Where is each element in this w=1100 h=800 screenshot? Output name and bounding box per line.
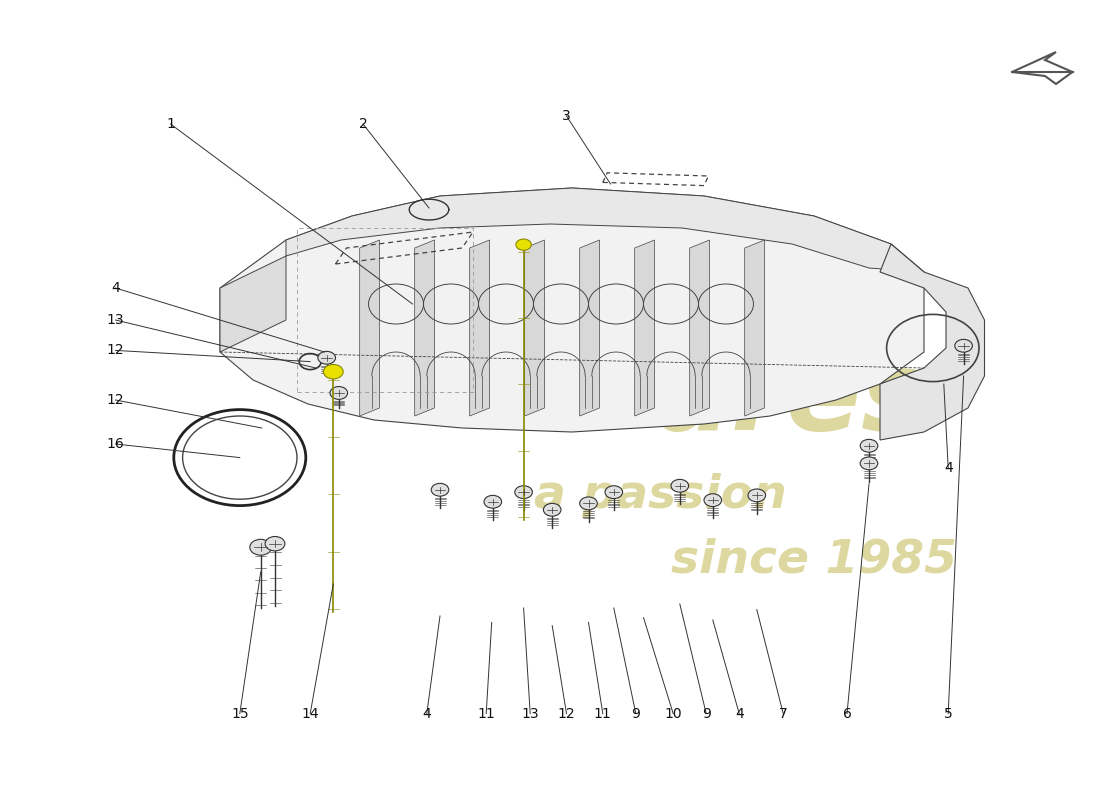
Circle shape xyxy=(704,494,722,506)
Polygon shape xyxy=(525,240,544,416)
Polygon shape xyxy=(286,188,924,272)
Text: 2: 2 xyxy=(359,117,367,131)
Circle shape xyxy=(580,497,597,510)
Text: ares: ares xyxy=(657,346,927,454)
Text: 4: 4 xyxy=(111,281,120,295)
Text: 12: 12 xyxy=(107,393,124,407)
Polygon shape xyxy=(360,240,379,416)
Polygon shape xyxy=(745,240,764,416)
Text: 5: 5 xyxy=(944,706,953,721)
Polygon shape xyxy=(635,240,654,416)
Circle shape xyxy=(671,479,689,492)
Text: 9: 9 xyxy=(631,706,640,721)
Polygon shape xyxy=(220,256,286,352)
Text: 9: 9 xyxy=(702,706,711,721)
Circle shape xyxy=(265,537,285,551)
Text: 7: 7 xyxy=(779,706,788,721)
Text: 11: 11 xyxy=(477,706,495,721)
Text: 4: 4 xyxy=(735,706,744,721)
Polygon shape xyxy=(415,240,434,416)
Text: 12: 12 xyxy=(558,706,575,721)
Circle shape xyxy=(955,339,972,352)
Circle shape xyxy=(484,495,502,508)
Text: 16: 16 xyxy=(107,437,124,451)
Polygon shape xyxy=(690,240,710,416)
Circle shape xyxy=(748,489,766,502)
Circle shape xyxy=(330,386,348,399)
Circle shape xyxy=(318,351,336,364)
Text: 13: 13 xyxy=(107,313,124,327)
Text: 4: 4 xyxy=(422,706,431,721)
Circle shape xyxy=(515,486,532,498)
Circle shape xyxy=(323,365,343,379)
Circle shape xyxy=(516,239,531,250)
Polygon shape xyxy=(580,240,600,416)
Text: 12: 12 xyxy=(107,343,124,358)
Text: 15: 15 xyxy=(231,706,249,721)
Text: 14: 14 xyxy=(301,706,319,721)
Text: europ: europ xyxy=(455,282,821,390)
Circle shape xyxy=(860,439,878,452)
Polygon shape xyxy=(470,240,490,416)
Circle shape xyxy=(543,503,561,516)
Text: 13: 13 xyxy=(521,706,539,721)
Circle shape xyxy=(605,486,623,498)
Text: 6: 6 xyxy=(843,706,851,721)
Text: 10: 10 xyxy=(664,706,682,721)
Circle shape xyxy=(860,457,878,470)
Text: 11: 11 xyxy=(594,706,612,721)
Polygon shape xyxy=(880,244,984,440)
Text: a passion: a passion xyxy=(534,474,786,518)
Text: since 1985: since 1985 xyxy=(671,538,957,582)
Circle shape xyxy=(250,539,272,555)
Polygon shape xyxy=(220,188,924,432)
Text: 1: 1 xyxy=(166,117,175,131)
Circle shape xyxy=(431,483,449,496)
Text: 4: 4 xyxy=(944,461,953,475)
Text: 3: 3 xyxy=(562,109,571,123)
